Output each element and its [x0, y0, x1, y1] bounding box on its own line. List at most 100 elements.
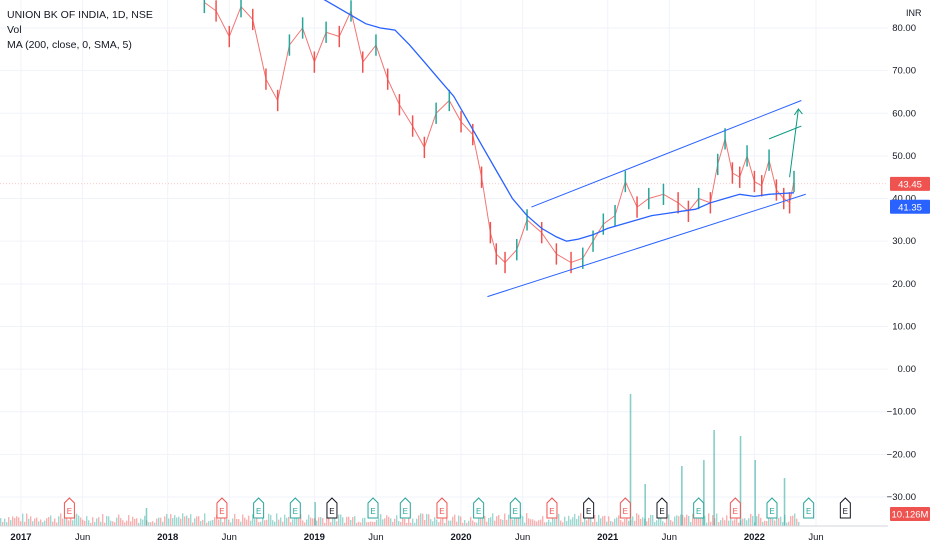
earnings-marker[interactable]: E: [546, 497, 558, 519]
volume-bar: [260, 521, 262, 526]
price-path: [204, 1, 795, 264]
volume-bar: [724, 520, 726, 526]
earnings-marker[interactable]: E: [436, 497, 448, 519]
symbol-title[interactable]: UNION BK OF INDIA, 1D, NSE: [7, 9, 153, 21]
volume-bar: [114, 522, 116, 526]
volume-bar: [60, 513, 62, 526]
earnings-marker-shape: [509, 497, 521, 519]
volume-bar: [292, 519, 294, 526]
volume-bar: [778, 517, 780, 526]
volume-bar: [434, 517, 436, 526]
earnings-marker[interactable]: E: [216, 497, 228, 519]
volume-bar: [552, 514, 554, 526]
volume-bar: [774, 520, 776, 526]
volume-bar: [138, 522, 140, 526]
volume-bar: [558, 513, 560, 526]
earnings-marker[interactable]: E: [63, 497, 75, 519]
volume-bar: [426, 513, 428, 526]
volume-bar: [610, 520, 612, 526]
time-axis-tick-label: 2019: [304, 532, 325, 543]
volume-bar: [88, 520, 90, 526]
price-axis-tick-label: −20.00: [887, 449, 916, 460]
earnings-marker-label: E: [623, 507, 628, 516]
volume-bar: [770, 513, 772, 526]
volume-bar: [450, 520, 452, 526]
volume-bar: [408, 515, 410, 526]
volume-bar: [248, 515, 250, 526]
price-axis-tick-label: 80.00: [892, 23, 916, 34]
channel-lower-trendline: [487, 193, 806, 298]
volume-bar: [444, 522, 446, 526]
earnings-marker[interactable]: E: [326, 497, 338, 519]
earnings-marker-label: E: [806, 507, 811, 516]
earnings-marker-shape: [289, 497, 301, 519]
volume-bar: [748, 518, 750, 526]
volume-bar: [298, 518, 300, 526]
volume-bar: [42, 522, 44, 526]
volume-label-bg: [890, 507, 930, 521]
volume-bar: [318, 517, 320, 526]
earnings-marker[interactable]: E: [367, 497, 379, 519]
volume-bar: [284, 514, 286, 526]
volume-bar: [214, 517, 216, 526]
price-axis-bg: [888, 0, 932, 550]
channel-upper-trendline: [531, 100, 802, 208]
volume-bar: [204, 513, 206, 526]
volume-bar: [642, 517, 644, 526]
earnings-marker[interactable]: E: [509, 497, 521, 519]
volume-bar: [270, 515, 272, 526]
earnings-marker-shape: [693, 497, 705, 519]
volume-bar: [296, 518, 298, 526]
volume-bar: [760, 517, 762, 526]
earnings-marker[interactable]: E: [656, 497, 668, 519]
volume-bar: [286, 517, 288, 526]
price-axis: INR 80.00 70.00 60.00 50.00 40.00 30.00 20.00 10…: [887, 0, 932, 550]
volume-bar: [370, 521, 372, 526]
earnings-marker-label: E: [696, 507, 701, 516]
price-axis-tick-label: 0.00: [898, 364, 917, 375]
volume-bar: [82, 519, 84, 526]
volume-bar: [334, 513, 336, 526]
earnings-marker[interactable]: E: [803, 497, 815, 519]
volume-bar: [660, 516, 662, 526]
volume-bar: [266, 519, 268, 526]
earnings-marker[interactable]: E: [693, 497, 705, 519]
earnings-marker[interactable]: E: [839, 497, 851, 519]
grid-lines: [0, 0, 888, 526]
volume-bar: [424, 519, 426, 526]
volume-bar: [206, 522, 208, 526]
volume-bar: [36, 517, 38, 526]
volume-bar: [392, 521, 394, 526]
legend-volume[interactable]: Vol: [7, 24, 22, 36]
volume-bar: [564, 516, 566, 526]
earnings-marker[interactable]: E: [729, 497, 741, 519]
volume-bar: [276, 513, 278, 526]
earnings-marker[interactable]: E: [473, 497, 485, 519]
volume-bar: [550, 522, 552, 526]
legend-moving-average[interactable]: MA (200, close, 0, SMA, 5): [7, 39, 132, 51]
earnings-marker[interactable]: E: [289, 497, 301, 519]
volume-bar: [372, 521, 374, 526]
volume-bar: [520, 514, 522, 526]
earnings-marker-shape: [63, 497, 75, 519]
earnings-marker[interactable]: E: [253, 497, 265, 519]
volume-bar: [322, 518, 324, 526]
volume-bar: [622, 521, 624, 526]
volume-bar: [464, 520, 466, 526]
volume-bar: [170, 514, 172, 526]
volume-bar: [504, 513, 506, 526]
volume-bar: [566, 521, 568, 526]
earnings-marker[interactable]: E: [619, 497, 631, 519]
volume-bar: [662, 521, 664, 526]
volume-bar: [590, 516, 592, 526]
volume-bar: [320, 517, 322, 526]
earnings-marker[interactable]: E: [766, 497, 778, 519]
earnings-marker[interactable]: E: [399, 497, 411, 519]
price-axis-tick-label: −10.00: [887, 407, 916, 418]
earnings-marker-label: E: [549, 507, 554, 516]
volume-bar: [570, 519, 572, 526]
volume-bar: [594, 515, 596, 526]
earnings-marker-shape: [253, 497, 265, 519]
earnings-marker[interactable]: E: [583, 497, 595, 519]
